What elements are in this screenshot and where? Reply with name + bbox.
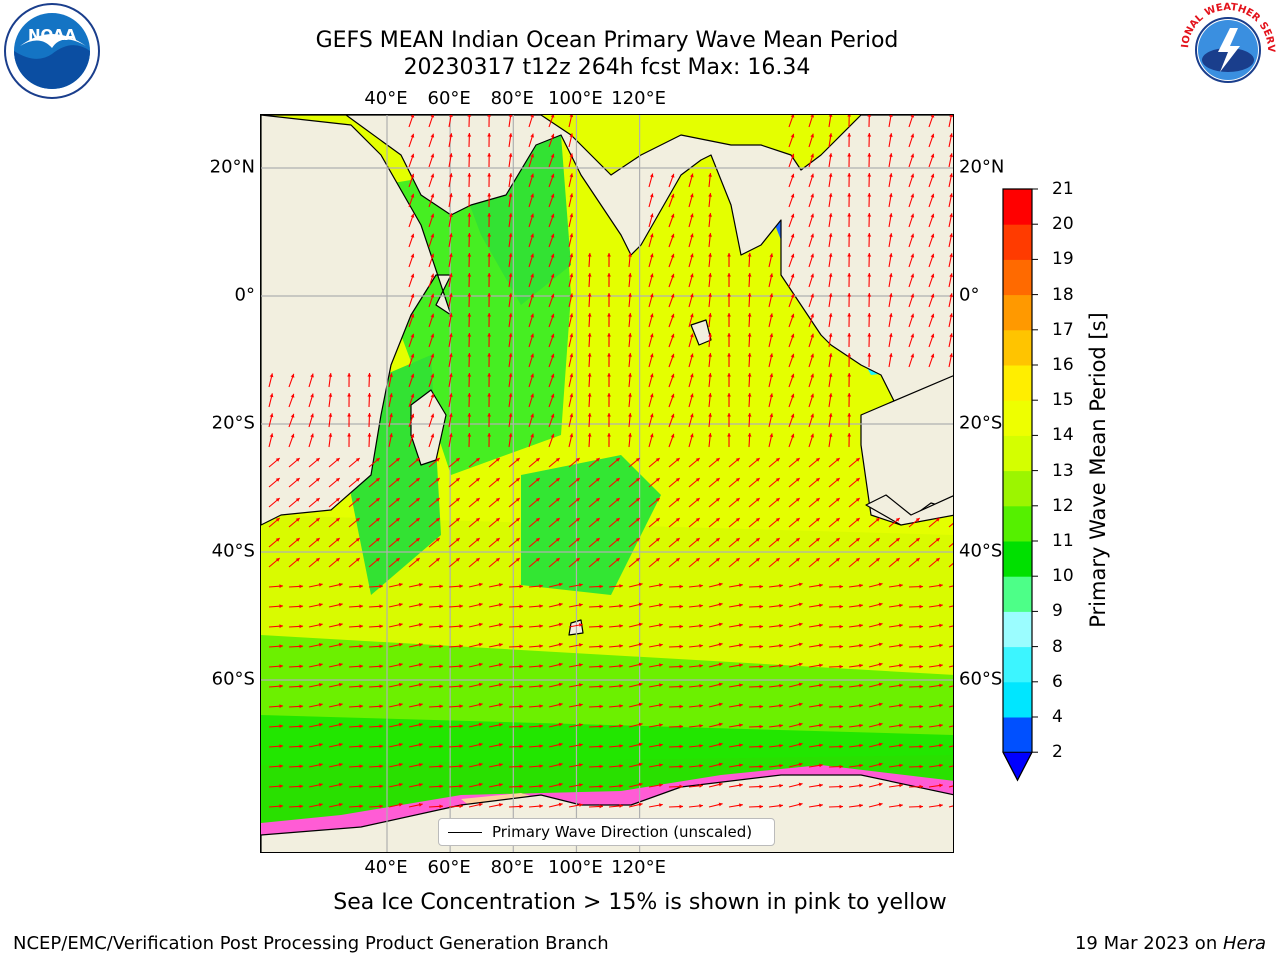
colorbar-bin bbox=[1003, 576, 1032, 612]
footer-credit: NCEP/EMC/Verification Post Processing Pr… bbox=[13, 933, 609, 954]
colorbar-bin bbox=[1003, 647, 1032, 683]
lon-label-top: 60°E bbox=[428, 88, 471, 109]
colorbar-tick-label: 14 bbox=[1052, 425, 1074, 445]
lat-label-left: 20°S bbox=[212, 413, 255, 434]
lon-label-top: 100°E bbox=[548, 88, 603, 109]
colorbar-bin bbox=[1003, 189, 1032, 225]
colorbar-tick-label: 18 bbox=[1052, 285, 1074, 305]
lon-label-top: 40°E bbox=[364, 88, 407, 109]
chart-title-line2: 20230317 t12z 264h fcst Max: 16.34 bbox=[0, 55, 1214, 81]
colorbar-tick-label: 16 bbox=[1052, 355, 1074, 375]
legend-line-swatch bbox=[448, 832, 482, 833]
colorbar-tick-label: 9 bbox=[1052, 601, 1063, 621]
colorbar-bin bbox=[1003, 365, 1032, 401]
legend-label: Primary Wave Direction (unscaled) bbox=[492, 823, 752, 841]
footer-date-text: 19 Mar 2023 on bbox=[1075, 933, 1223, 954]
colorbar-tick-label: 6 bbox=[1052, 672, 1063, 692]
sea-ice-caption: Sea Ice Concentration > 15% is shown in … bbox=[0, 890, 1280, 915]
colorbar-tick-label: 8 bbox=[1052, 637, 1063, 657]
colorbar-bin bbox=[1003, 541, 1032, 577]
colorbar-tick-label: 13 bbox=[1052, 461, 1074, 481]
colorbar-tick-label: 19 bbox=[1052, 249, 1074, 269]
lon-label-top: 80°E bbox=[491, 88, 534, 109]
lat-label-right: 20°S bbox=[959, 413, 1002, 434]
lat-label-left: 0° bbox=[235, 285, 255, 306]
map-canvas bbox=[261, 115, 954, 853]
colorbar bbox=[1000, 186, 1040, 786]
colorbar-title: Primary Wave Mean Period [s] bbox=[1086, 312, 1110, 628]
colorbar-tick-label: 12 bbox=[1052, 496, 1074, 516]
colorbar-tick-label: 10 bbox=[1052, 566, 1074, 586]
colorbar-bin bbox=[1003, 682, 1032, 718]
colorbar-tick-label: 4 bbox=[1052, 707, 1063, 727]
colorbar-bin bbox=[1003, 611, 1032, 647]
footer-machine: Hera bbox=[1223, 933, 1266, 954]
lat-label-left: 60°S bbox=[212, 669, 255, 690]
colorbar-extend-arrow bbox=[1003, 752, 1032, 780]
lon-label-top: 120°E bbox=[611, 88, 666, 109]
lat-label-left: 40°S bbox=[212, 541, 255, 562]
lon-label-bottom: 80°E bbox=[491, 857, 534, 878]
lat-label-left: 20°N bbox=[210, 157, 255, 178]
colorbar-bin bbox=[1003, 506, 1032, 542]
colorbar-bin bbox=[1003, 330, 1032, 366]
lon-label-bottom: 100°E bbox=[548, 857, 603, 878]
colorbar-tick-label: 2 bbox=[1052, 742, 1063, 762]
colorbar-bin bbox=[1003, 717, 1032, 753]
colorbar-bin bbox=[1003, 259, 1032, 295]
colorbar-bin bbox=[1003, 295, 1032, 331]
lon-label-bottom: 40°E bbox=[364, 857, 407, 878]
colorbar-bin bbox=[1003, 435, 1032, 471]
chart-title-line1: GEFS MEAN Indian Ocean Primary Wave Mean… bbox=[0, 28, 1214, 54]
colorbar-scale bbox=[1000, 186, 1040, 786]
map-panel bbox=[260, 114, 954, 853]
colorbar-tick-label: 20 bbox=[1052, 214, 1074, 234]
map-legend: Primary Wave Direction (unscaled) bbox=[438, 818, 775, 846]
lon-label-bottom: 60°E bbox=[428, 857, 471, 878]
lon-label-bottom: 120°E bbox=[611, 857, 666, 878]
footer-date: 19 Mar 2023 on Hera bbox=[1075, 933, 1266, 954]
colorbar-bin bbox=[1003, 224, 1032, 260]
lat-label-right: 0° bbox=[959, 285, 979, 306]
colorbar-bin bbox=[1003, 400, 1032, 436]
lat-label-right: 40°S bbox=[959, 541, 1002, 562]
lat-label-right: 20°N bbox=[959, 157, 1004, 178]
colorbar-tick-label: 17 bbox=[1052, 320, 1074, 340]
colorbar-bin bbox=[1003, 471, 1032, 507]
colorbar-tick-label: 15 bbox=[1052, 390, 1074, 410]
colorbar-tick-label: 11 bbox=[1052, 531, 1074, 551]
colorbar-tick-label: 21 bbox=[1052, 179, 1074, 199]
lat-label-right: 60°S bbox=[959, 669, 1002, 690]
